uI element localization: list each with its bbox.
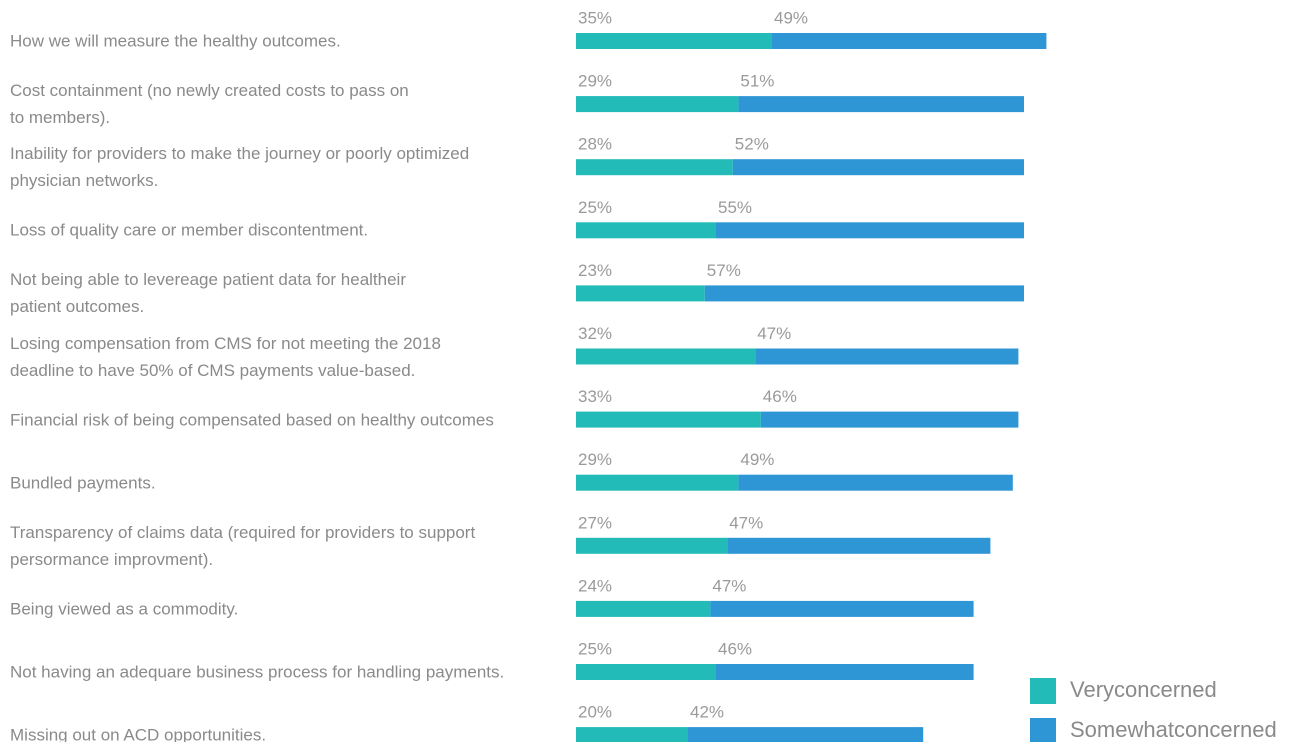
- value-label: 25%: [578, 198, 612, 217]
- category-label: How we will measure the healthy outcomes…: [10, 31, 341, 51]
- category-label: Inability for providers to make the jour…: [10, 144, 470, 191]
- bar-segment: [576, 159, 733, 176]
- value-label: 49%: [740, 450, 774, 469]
- bar-segment: [755, 348, 1019, 365]
- bar-segment: [727, 537, 991, 554]
- legend-label: Veryconcerned: [1070, 677, 1217, 702]
- bar-segment: [576, 348, 756, 365]
- bar-segment: [576, 222, 716, 239]
- bar-segment: [576, 600, 711, 617]
- value-label: 55%: [718, 198, 752, 217]
- legend-swatch: [1030, 718, 1056, 742]
- bar-segment: [760, 411, 1019, 428]
- category-label: Losing compensation from CMS for not mee…: [10, 333, 441, 380]
- value-label: 29%: [578, 450, 612, 469]
- value-label: 46%: [718, 639, 752, 658]
- value-label: 57%: [707, 261, 741, 280]
- bar-segment: [738, 96, 1024, 113]
- value-label: 25%: [578, 639, 612, 658]
- value-label: 52%: [735, 135, 769, 154]
- bar-segment: [688, 727, 924, 742]
- value-label: 51%: [740, 72, 774, 91]
- value-label: 42%: [690, 703, 724, 722]
- value-label: 23%: [578, 261, 612, 280]
- category-label: Cost containment (no newly created costs…: [10, 81, 409, 128]
- bar-segment: [576, 411, 761, 428]
- category-label: Loss of quality care or member disconten…: [10, 220, 369, 240]
- bar-segment: [738, 474, 1013, 491]
- value-label: 35%: [578, 8, 612, 27]
- bar-segment: [576, 96, 739, 113]
- value-label: 20%: [578, 703, 612, 722]
- value-label: 49%: [774, 8, 808, 27]
- value-label: 46%: [763, 387, 797, 406]
- bar-segment: [576, 727, 688, 742]
- legend-swatch: [1030, 678, 1056, 704]
- bar-segment: [576, 664, 716, 680]
- bar-segment: [576, 537, 728, 554]
- bar-segment: [716, 222, 1024, 239]
- value-label: 32%: [578, 324, 612, 343]
- category-label: Not being able to levereage patient data…: [10, 270, 406, 317]
- bar-segment: [576, 474, 739, 491]
- value-label: 47%: [757, 324, 791, 343]
- value-label: 24%: [578, 576, 612, 595]
- bar-segment: [576, 33, 772, 49]
- value-label: 28%: [578, 135, 612, 154]
- bar-segment: [576, 285, 705, 302]
- category-label: Missing out on ACD opportunities.: [10, 725, 267, 742]
- bar-segment: [716, 664, 974, 680]
- value-label: 27%: [578, 513, 612, 532]
- legend-label: Somewhatconcerned: [1070, 717, 1277, 742]
- category-label: Being viewed as a commodity.: [10, 599, 239, 619]
- value-label: 47%: [712, 576, 746, 595]
- bar-segment: [772, 33, 1047, 49]
- value-label: 29%: [578, 72, 612, 91]
- category-label: Bundled payments.: [10, 473, 156, 493]
- category-label: Transparency of claims data (required fo…: [10, 522, 476, 569]
- value-label: 47%: [729, 513, 763, 532]
- bar-segment: [704, 285, 1024, 302]
- category-label: Financial risk of being compensated base…: [10, 410, 494, 430]
- bar-segment: [710, 600, 974, 617]
- value-label: 33%: [578, 387, 612, 406]
- bar-segment: [732, 159, 1024, 176]
- category-label: Not having an adequare business process …: [10, 662, 505, 682]
